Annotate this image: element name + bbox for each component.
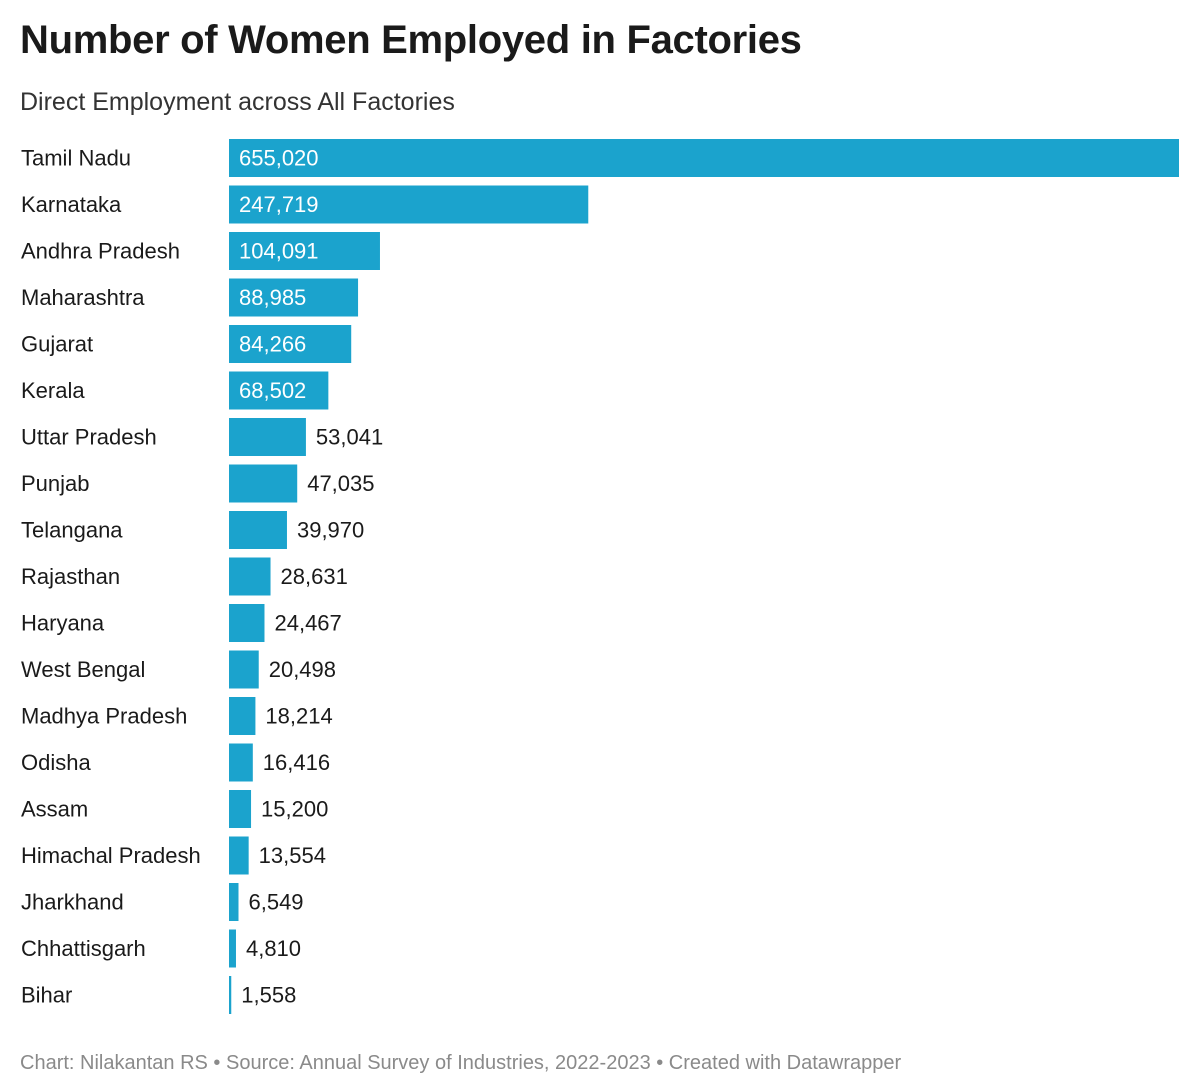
bar bbox=[229, 185, 589, 224]
category-label: Gujarat bbox=[21, 332, 93, 357]
bar bbox=[229, 371, 329, 410]
category-label: Assam bbox=[21, 797, 88, 822]
bar bbox=[229, 697, 256, 735]
bar bbox=[229, 836, 249, 875]
category-label: Haryana bbox=[21, 611, 105, 636]
value-label: 53,041 bbox=[316, 425, 383, 450]
value-label: 88,985 bbox=[239, 285, 306, 310]
value-label: 4,810 bbox=[246, 936, 301, 961]
bar bbox=[229, 232, 380, 270]
value-label: 68,502 bbox=[239, 378, 306, 403]
bar bbox=[229, 604, 265, 642]
category-label: Bihar bbox=[21, 983, 72, 1008]
bar bbox=[229, 418, 306, 456]
chart-title: Number of Women Employed in Factories bbox=[20, 18, 802, 62]
bar bbox=[229, 883, 239, 921]
bar bbox=[229, 929, 236, 968]
bar bbox=[229, 790, 252, 828]
value-label: 84,266 bbox=[239, 332, 306, 357]
value-label: 6,549 bbox=[248, 890, 303, 915]
bar bbox=[229, 325, 352, 363]
category-label: Kerala bbox=[21, 378, 85, 403]
category-label: Uttar Pradesh bbox=[21, 425, 157, 450]
bar bbox=[229, 511, 287, 549]
bar bbox=[229, 557, 271, 596]
bar-chart: Tamil Nadu 655,020 Karnataka 247,719 Andhra … bbox=[21, 139, 1179, 1014]
chart-footer: Chart: Nilakantan RS • Source: Annual Su… bbox=[20, 1052, 902, 1074]
category-label: Punjab bbox=[21, 471, 90, 496]
category-label: Andhra Pradesh bbox=[21, 239, 180, 264]
bar bbox=[229, 976, 232, 1014]
value-label: 28,631 bbox=[281, 564, 348, 589]
value-label: 20,498 bbox=[269, 657, 336, 682]
value-label: 16,416 bbox=[263, 750, 330, 775]
bar bbox=[229, 139, 1179, 177]
category-label: West Bengal bbox=[21, 657, 145, 682]
category-label: Odisha bbox=[21, 750, 91, 775]
value-label: 24,467 bbox=[274, 611, 341, 636]
bar bbox=[229, 464, 298, 503]
bar bbox=[229, 743, 253, 782]
value-label: 13,554 bbox=[259, 843, 326, 868]
bar bbox=[229, 278, 359, 317]
value-label: 104,091 bbox=[239, 239, 319, 264]
value-label: 655,020 bbox=[239, 146, 319, 171]
bar bbox=[229, 650, 259, 689]
category-label: Jharkhand bbox=[21, 890, 124, 915]
value-label: 247,719 bbox=[239, 192, 319, 217]
category-label: Tamil Nadu bbox=[21, 146, 131, 171]
chart-subtitle: Direct Employment across All Factories bbox=[20, 88, 455, 116]
value-label: 1,558 bbox=[241, 983, 296, 1008]
category-label: Himachal Pradesh bbox=[21, 843, 201, 868]
category-label: Telangana bbox=[21, 518, 123, 543]
value-label: 39,970 bbox=[297, 518, 364, 543]
category-label: Chhattisgarh bbox=[21, 936, 146, 961]
value-label: 47,035 bbox=[307, 471, 374, 496]
category-label: Karnataka bbox=[21, 192, 122, 217]
category-label: Rajasthan bbox=[21, 564, 120, 589]
value-label: 18,214 bbox=[265, 704, 332, 729]
category-label: Maharashtra bbox=[21, 285, 145, 310]
value-label: 15,200 bbox=[261, 797, 328, 822]
category-label: Madhya Pradesh bbox=[21, 704, 187, 729]
